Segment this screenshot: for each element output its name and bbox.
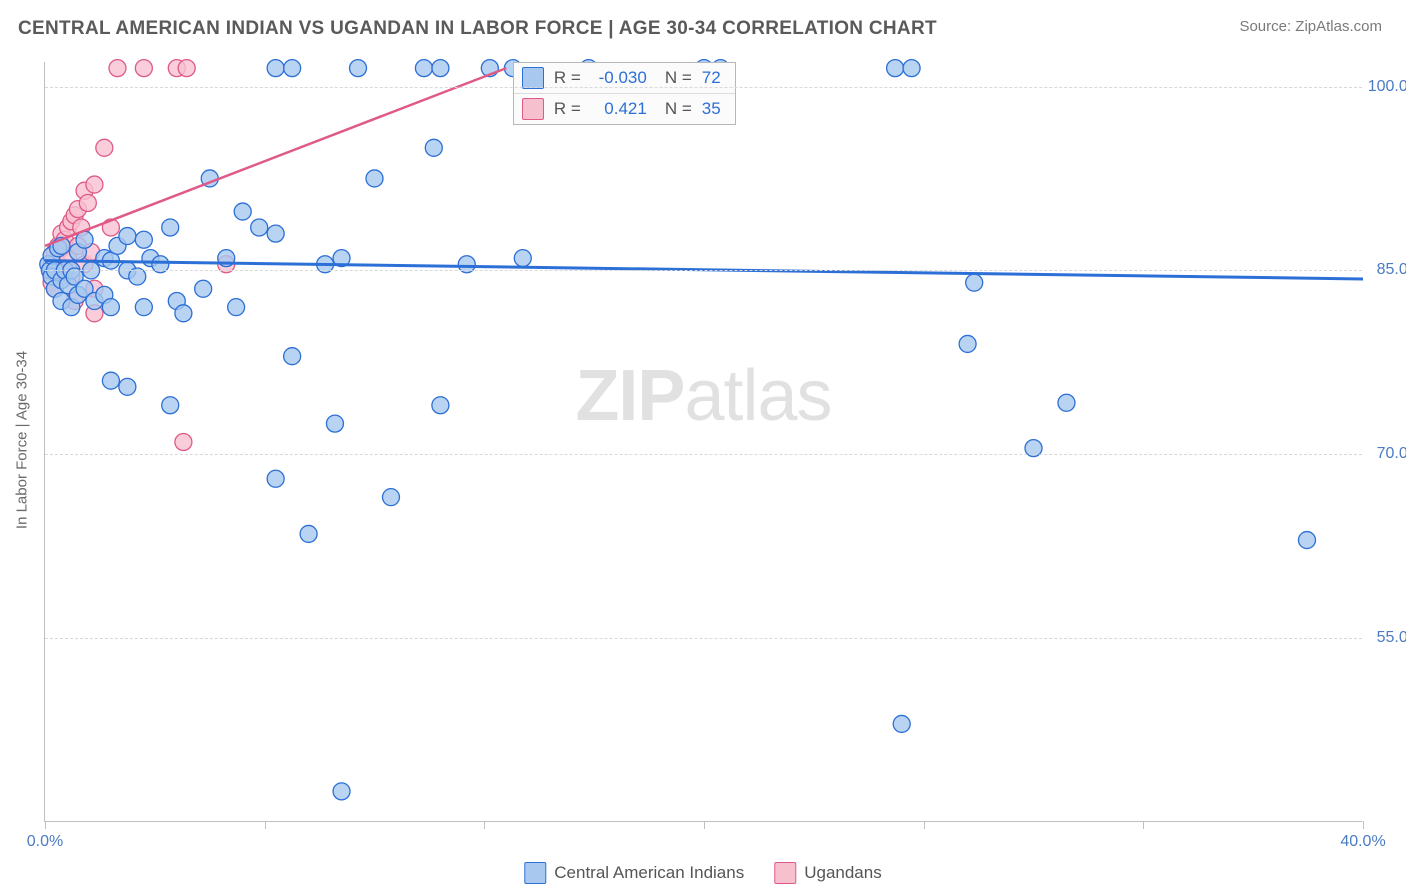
grid-line (45, 454, 1362, 455)
data-point (96, 139, 113, 156)
data-point (903, 60, 920, 77)
x-tick (265, 821, 266, 829)
data-point (432, 60, 449, 77)
r-value: 0.421 (591, 99, 647, 119)
data-point (135, 60, 152, 77)
data-point (228, 299, 245, 316)
r-value: -0.030 (591, 68, 647, 88)
data-point (135, 299, 152, 316)
stat-row: R = -0.030 N = 72 (514, 63, 735, 94)
data-point (893, 715, 910, 732)
legend-label: Central American Indians (554, 863, 744, 883)
swatch-icon (774, 862, 796, 884)
data-point (102, 372, 119, 389)
legend-item: Central American Indians (524, 862, 744, 884)
legend-label: Ugandans (804, 863, 882, 883)
stat-row: R = 0.421 N = 35 (514, 94, 735, 124)
x-tick-label: 40.0% (1340, 833, 1385, 851)
bottom-legend: Central American Indians Ugandans (524, 862, 881, 884)
data-point (382, 489, 399, 506)
plot-area: ZIPatlas R =-0.030N =72R =0.421N =35 55.… (44, 62, 1362, 822)
data-point (887, 60, 904, 77)
legend-item: Ugandans (774, 862, 882, 884)
x-tick (484, 821, 485, 829)
data-point (175, 305, 192, 322)
data-point (1298, 532, 1315, 549)
source-label: Source: ZipAtlas.com (1239, 18, 1382, 35)
data-point (333, 783, 350, 800)
data-point (102, 299, 119, 316)
n-label: N = (665, 68, 692, 88)
data-point (162, 397, 179, 414)
data-point (350, 60, 367, 77)
data-point (959, 335, 976, 352)
data-point (425, 139, 442, 156)
stat-box: R = -0.030 N = 72 R = 0.421 N = 35 (513, 62, 736, 125)
y-tick-label: 100.0% (1366, 78, 1406, 96)
data-point (175, 434, 192, 451)
data-point (267, 225, 284, 242)
scatter-svg (45, 62, 1362, 821)
data-point (300, 525, 317, 542)
n-label: N = (665, 99, 692, 119)
n-value: 72 (702, 68, 721, 88)
data-point (195, 280, 212, 297)
y-tick-label: 85.0% (1366, 261, 1406, 279)
y-axis-title: In Labor Force | Age 30-34 (14, 351, 31, 529)
data-point (514, 250, 531, 267)
swatch-icon (524, 862, 546, 884)
data-point (251, 219, 268, 236)
data-point (119, 378, 136, 395)
data-point (267, 470, 284, 487)
x-tick-label: 0.0% (27, 833, 63, 851)
chart-title: CENTRAL AMERICAN INDIAN VS UGANDAN IN LA… (18, 18, 937, 40)
data-point (432, 397, 449, 414)
y-tick-label: 55.0% (1366, 629, 1406, 647)
data-point (178, 60, 195, 77)
grid-line (45, 87, 1362, 88)
x-tick (704, 821, 705, 829)
data-point (135, 231, 152, 248)
x-tick (1363, 821, 1364, 829)
grid-line (45, 270, 1362, 271)
data-point (1058, 394, 1075, 411)
y-tick-label: 70.0% (1366, 445, 1406, 463)
r-label: R = (554, 68, 581, 88)
data-point (366, 170, 383, 187)
x-tick (924, 821, 925, 829)
trend-line (45, 68, 506, 246)
data-point (119, 228, 136, 245)
swatch-icon (522, 98, 544, 120)
r-label: R = (554, 99, 581, 119)
data-point (79, 194, 96, 211)
data-point (966, 274, 983, 291)
n-value: 35 (702, 99, 721, 119)
data-point (267, 60, 284, 77)
data-point (86, 176, 103, 193)
data-point (284, 348, 301, 365)
x-tick (45, 821, 46, 829)
data-point (162, 219, 179, 236)
data-point (326, 415, 343, 432)
data-point (109, 60, 126, 77)
grid-line (45, 638, 1362, 639)
data-point (284, 60, 301, 77)
data-point (415, 60, 432, 77)
x-tick (1143, 821, 1144, 829)
data-point (234, 203, 251, 220)
